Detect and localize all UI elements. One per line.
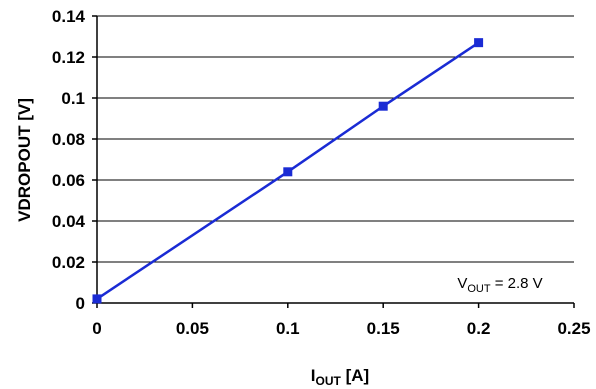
x-axis-title-unit: [A]: [341, 366, 369, 385]
series-line: [96, 41, 480, 300]
x-tick-label: 0.25: [557, 319, 590, 338]
y-tick-label: 0: [76, 294, 85, 313]
vout-annotation: VOUT = 2.8 V: [457, 275, 542, 295]
x-axis-title: IOUT [A]: [311, 366, 369, 388]
data-point-marker: [92, 294, 102, 304]
x-tick-label: 0.2: [467, 319, 491, 338]
y-tick-label: 0.1: [61, 89, 85, 108]
data-point-marker: [283, 167, 293, 177]
y-tick-label: 0.08: [52, 130, 85, 149]
y-tick-label: 0.06: [52, 171, 85, 190]
vout-annotation-value: = 2.8 V: [491, 275, 543, 292]
data-series: [92, 38, 484, 304]
x-tick-label: 0: [92, 319, 101, 338]
y-axis-title: VDROPOUT [V]: [15, 98, 34, 222]
axes: [92, 15, 575, 308]
y-tick-label: 0.04: [52, 212, 86, 231]
vout-annotation-subscript: OUT: [467, 283, 491, 295]
x-axis-title-main: I: [311, 366, 316, 385]
x-axis-title-subscript: OUT: [316, 374, 342, 388]
data-point-marker: [378, 101, 388, 111]
gridlines: [97, 15, 574, 263]
y-tick-label: 0.12: [52, 48, 85, 67]
x-tick-label: 0.15: [367, 319, 400, 338]
tick-labels: 0 0.02 0.04 0.06 0.08 0.1 0.12 0.14 0 0.05 0.1 0.15…: [52, 7, 591, 338]
y-tick-label: 0.14: [52, 7, 86, 26]
y-tick-label: 0.02: [52, 253, 85, 272]
x-tick-label: 0.05: [176, 319, 209, 338]
vout-annotation-main: V: [457, 275, 467, 292]
data-point-marker: [474, 38, 484, 48]
x-tick-label: 0.1: [276, 319, 300, 338]
